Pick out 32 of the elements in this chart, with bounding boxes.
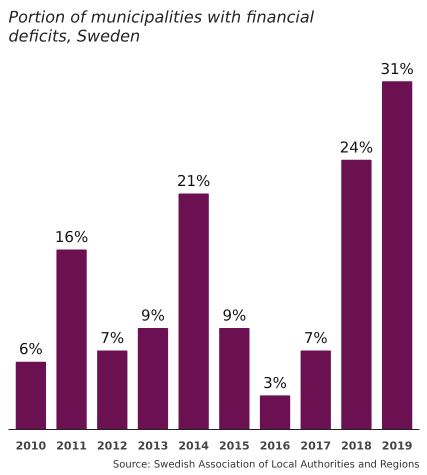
bar xyxy=(178,193,209,430)
bar xyxy=(97,350,128,430)
data-label: 21% xyxy=(176,172,210,190)
x-tick-label: 2012 xyxy=(96,440,128,452)
x-tick-label: 2011 xyxy=(56,440,87,452)
x-tick-label: 2010 xyxy=(16,440,47,452)
x-tick-label: 2016 xyxy=(260,440,291,452)
x-tick-label: 2018 xyxy=(341,440,372,452)
data-label: 24% xyxy=(340,138,374,156)
x-tick-label: 2019 xyxy=(382,440,412,452)
data-label: 9% xyxy=(222,306,246,325)
x-tick-label: 2017 xyxy=(300,440,332,452)
data-label: 9% xyxy=(141,306,165,325)
data-label: 7% xyxy=(304,328,328,347)
bar xyxy=(341,160,372,430)
data-label: 7% xyxy=(100,328,124,347)
bar xyxy=(300,350,331,430)
x-tick-label: 2014 xyxy=(178,440,210,452)
x-tick-label: 2015 xyxy=(219,440,250,452)
chart-title: Portion of municipalities with financial deficits, Sweden xyxy=(8,8,315,46)
source-note: Source: Swedish Association of Local Authorities and Regions xyxy=(112,460,420,470)
bar xyxy=(382,81,412,430)
data-label: 3% xyxy=(263,374,287,392)
x-tick-label: 2013 xyxy=(138,440,168,452)
bar xyxy=(16,362,46,430)
bar xyxy=(260,395,290,430)
data-label: 6% xyxy=(18,340,43,358)
bar xyxy=(219,328,250,430)
data-label: 16% xyxy=(54,228,88,246)
bar xyxy=(56,250,87,430)
bar xyxy=(138,328,168,430)
data-label: 31% xyxy=(380,60,414,78)
